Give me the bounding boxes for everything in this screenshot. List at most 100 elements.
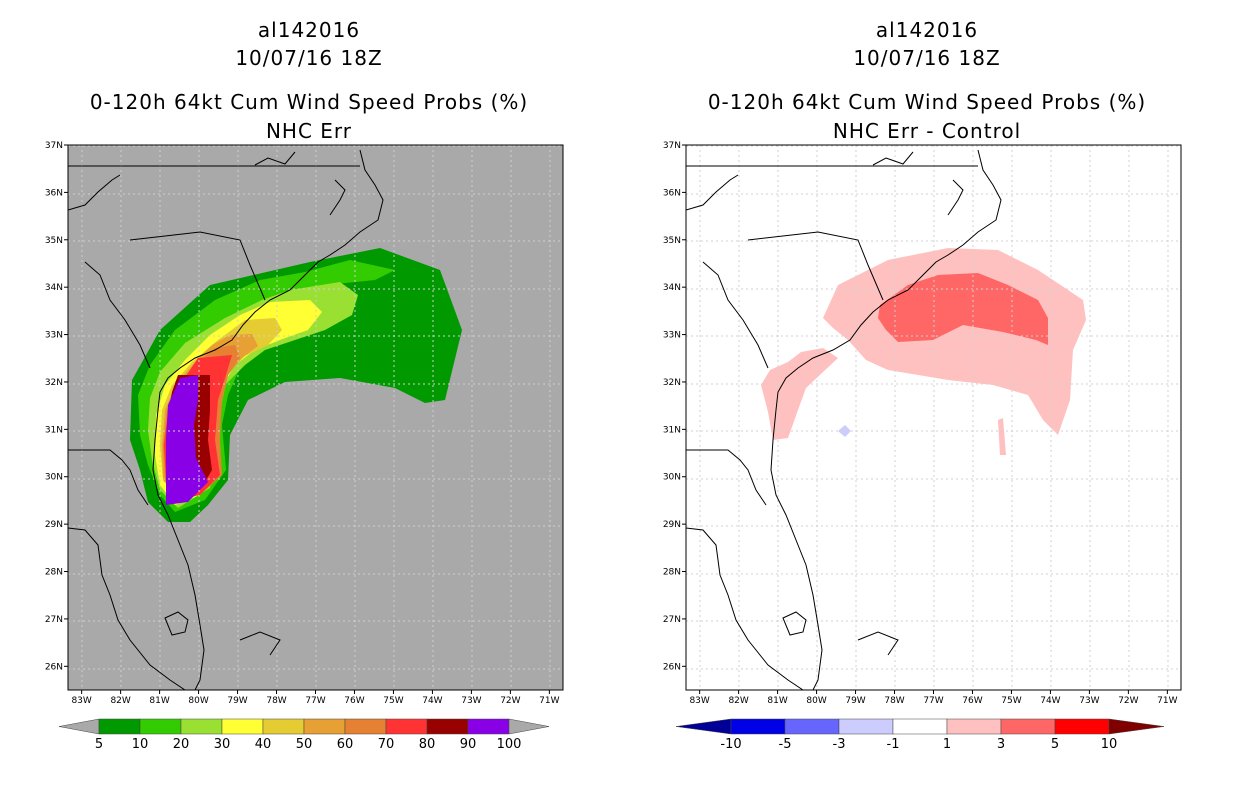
lon-label: 76W: [344, 696, 364, 706]
lon-label: 75W: [383, 696, 403, 706]
diff-3-5-region: [878, 273, 1048, 345]
colorbar-label: -1: [887, 737, 900, 752]
left-storm-id: al142016: [257, 18, 361, 42]
lat-label: 37N: [45, 141, 63, 151]
lon-label: 75W: [1001, 696, 1021, 706]
colorbar-label: 5: [95, 737, 103, 752]
lon-label: 77W: [305, 696, 325, 706]
colorbar-low-triangle: [58, 718, 100, 735]
colorbar-low-triangle: [675, 718, 732, 735]
lon-label: 80W: [806, 696, 826, 706]
lat-label: 29N: [663, 520, 681, 530]
lat-label: 37N: [663, 141, 681, 151]
colorbar-swatch: [784, 718, 840, 735]
colorbar-swatch: [221, 718, 264, 735]
colorbar-swatch: [730, 718, 786, 735]
right-grid: [686, 145, 1181, 690]
right-map-svg: 37N 36N 35N 34N 33N 32N 31N 30N 29N 28N 27N 26N 83W…: [663, 141, 1182, 752]
right-date-time: 10/07/16 18Z: [853, 46, 1001, 70]
colorbar-swatch: [946, 718, 1002, 735]
lat-label: 26N: [45, 662, 63, 672]
colorbar-label: -3: [833, 737, 846, 752]
right-coastline: [686, 149, 1002, 690]
lat-label: 28N: [663, 568, 681, 578]
colorbar-label: 10: [1101, 737, 1118, 752]
left-date-time: 10/07/16 18Z: [235, 46, 383, 70]
colorbar-swatch: [344, 718, 387, 735]
lat-label: 27N: [663, 615, 681, 625]
lon-label: 73W: [1079, 696, 1099, 706]
lon-label: 78W: [884, 696, 904, 706]
colorbar-swatch: [303, 718, 346, 735]
colorbar-swatch: [467, 718, 510, 735]
right-lon-axis: 83W 82W 81W 80W 79W 78W 77W 76W 75W 74W 73W 72W 71W: [689, 690, 1178, 706]
right-colorbar: -10 -5 -3 -1 1 3 5 10: [675, 718, 1165, 752]
left-colorbar: 5 10 20 30 40 50 60 70 80 90 100: [58, 718, 550, 752]
colorbar-label: 60: [337, 737, 354, 752]
lat-label: 29N: [45, 520, 63, 530]
lat-label: 27N: [45, 615, 63, 625]
colorbar-label: 1: [943, 737, 951, 752]
lon-label: 77W: [923, 696, 943, 706]
lat-label: 30N: [663, 473, 681, 483]
lon-label: 72W: [1118, 696, 1138, 706]
lon-label: 74W: [1040, 696, 1060, 706]
lat-label: 28N: [45, 568, 63, 578]
colorbar-label: 5: [1051, 737, 1059, 752]
colorbar-swatch: [1054, 718, 1110, 735]
colorbar-swatch: [180, 718, 223, 735]
lon-label: 80W: [188, 696, 208, 706]
colorbar-label: -10: [720, 737, 741, 752]
lon-label: 83W: [689, 696, 709, 706]
lat-label: 32N: [45, 378, 63, 388]
colorbar-label: -5: [779, 737, 792, 752]
lat-label: 31N: [45, 425, 63, 435]
colorbar-label: 80: [419, 737, 436, 752]
lat-label: 36N: [663, 188, 681, 198]
lon-label: 82W: [110, 696, 130, 706]
left-map-svg: 37N 36N 35N 34N 33N 32N 31N 30N 29N 28N 27N 26N 83W…: [45, 141, 564, 752]
right-lat-axis: 37N 36N 35N 34N 33N 32N 31N 30N 29N 28N 27N 26N: [663, 141, 686, 672]
lon-label: 71W: [1157, 696, 1177, 706]
diff-1-3-west-region: [761, 348, 838, 440]
diff-1-3-east-region: [998, 418, 1006, 455]
lon-label: 82W: [728, 696, 748, 706]
colorbar-label: 70: [378, 737, 395, 752]
lon-label: 81W: [149, 696, 169, 706]
lon-label: 83W: [71, 696, 91, 706]
lon-label: 79W: [845, 696, 865, 706]
colorbar-swatch: [1000, 718, 1056, 735]
colorbar-high-triangle: [1108, 718, 1165, 735]
right-subtitle: NHC Err - Control: [832, 119, 1022, 143]
right-map-panel: al142016 10/07/16 18Z 0-120h 64kt Cum Wi…: [618, 0, 1236, 800]
colorbar-swatch: [262, 718, 305, 735]
lon-label: 71W: [539, 696, 559, 706]
colorbar-label: 90: [460, 737, 477, 752]
lat-label: 33N: [45, 331, 63, 341]
left-subtitle: NHC Err: [265, 119, 353, 143]
lon-label: 72W: [500, 696, 520, 706]
lon-label: 78W: [266, 696, 286, 706]
colorbar-label: 50: [296, 737, 313, 752]
right-product-title: 0-120h 64kt Cum Wind Speed Probs (%): [707, 90, 1147, 114]
lat-label: 32N: [663, 378, 681, 388]
lat-label: 26N: [663, 662, 681, 672]
lat-label: 36N: [45, 188, 63, 198]
left-coastline: [68, 149, 384, 690]
left-map-panel: al142016 10/07/16 18Z 0-120h 64kt Cum Wi…: [45, 18, 564, 752]
colorbar-label: 10: [132, 737, 149, 752]
lat-label: 31N: [663, 425, 681, 435]
colorbar-label: 30: [214, 737, 231, 752]
prob-90-region: [166, 375, 208, 505]
lat-label: 34N: [663, 283, 681, 293]
lat-label: 30N: [45, 473, 63, 483]
lat-label: 34N: [45, 283, 63, 293]
colorbar-high-triangle: [508, 718, 550, 735]
colorbar-swatch: [838, 718, 894, 735]
lon-label: 73W: [461, 696, 481, 706]
colorbar-swatch: [426, 718, 469, 735]
lat-label: 35N: [45, 236, 63, 246]
colorbar-swatch: [139, 718, 182, 735]
lat-label: 35N: [663, 236, 681, 246]
left-product-title: 0-120h 64kt Cum Wind Speed Probs (%): [89, 90, 529, 114]
